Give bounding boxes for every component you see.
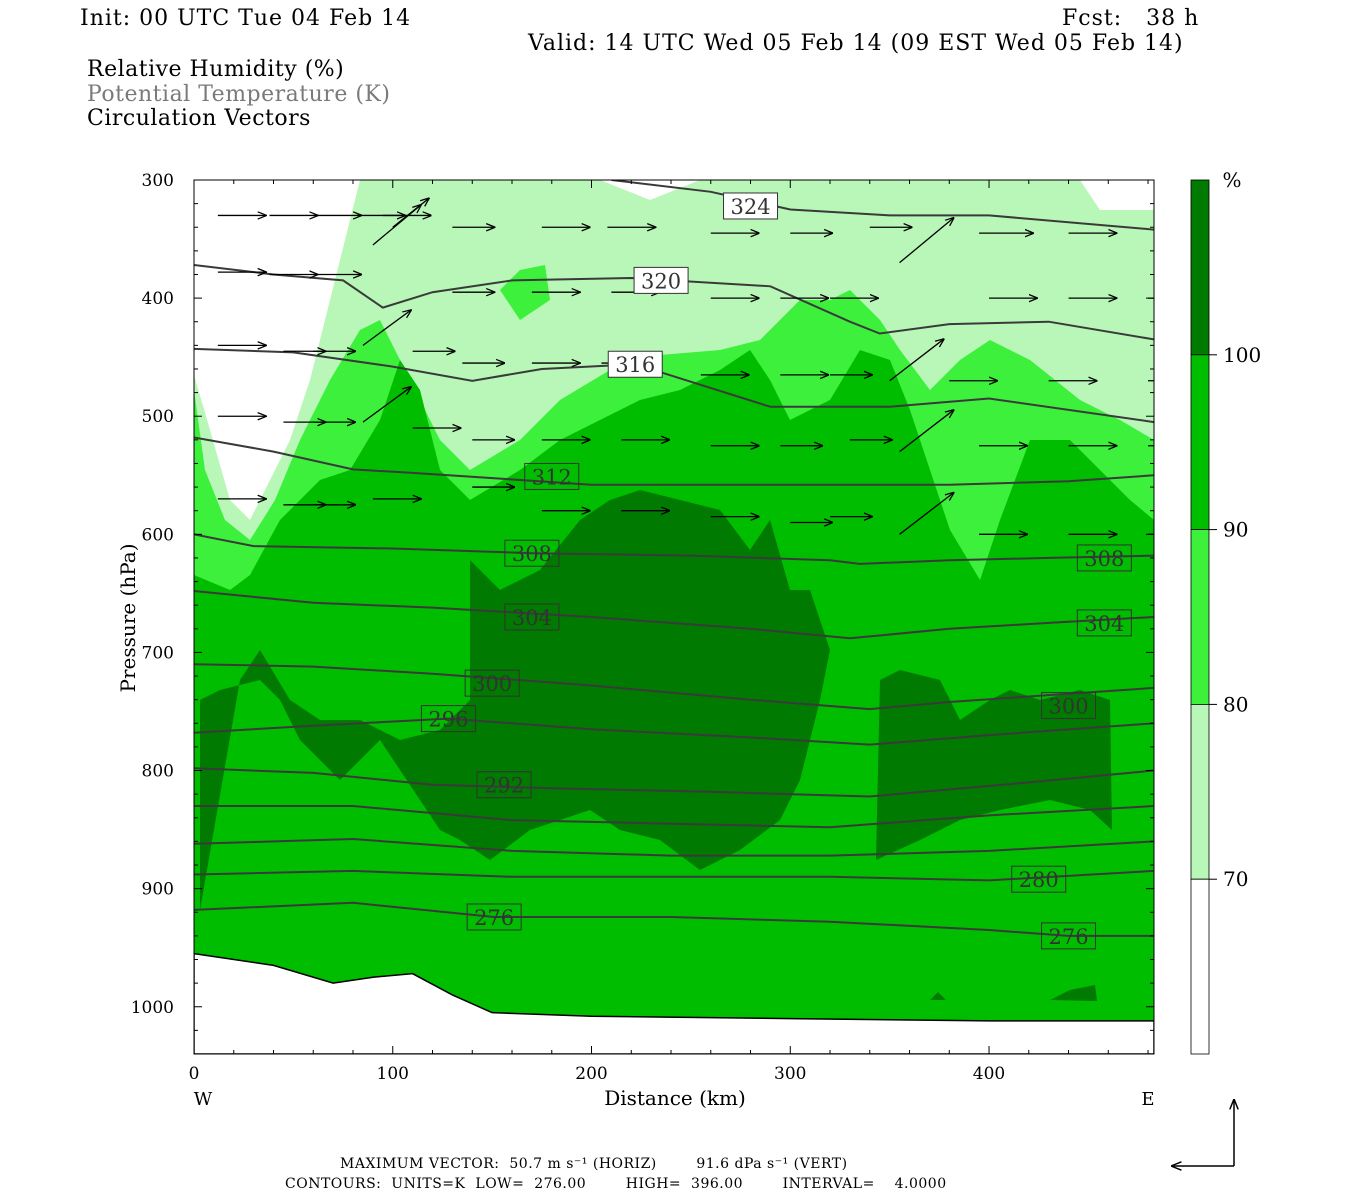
theta-contour-line bbox=[194, 347, 1154, 424]
contour-label-box bbox=[1041, 692, 1097, 720]
contour-label-box bbox=[504, 539, 560, 567]
contour-label-box bbox=[504, 603, 560, 631]
circulation-vector bbox=[899, 410, 954, 453]
theta-contour-line bbox=[611, 180, 1154, 231]
contour-label: 316 bbox=[615, 353, 655, 377]
theta-contour-line bbox=[194, 901, 1154, 937]
colorbar-label: 80 bbox=[1223, 692, 1248, 716]
colorbar-swatch bbox=[1190, 878, 1210, 1055]
theta-contour-line bbox=[194, 869, 1154, 882]
plot-frame bbox=[193, 179, 1155, 1055]
contour-label: 308 bbox=[512, 542, 552, 566]
rh-80-blob bbox=[500, 265, 550, 320]
y-tick-label: 800 bbox=[142, 762, 174, 782]
rh-100-region-east bbox=[876, 670, 1112, 860]
contour-label-box bbox=[466, 903, 522, 931]
contour-label: 280 bbox=[1019, 868, 1059, 892]
east-label: E bbox=[1141, 1089, 1154, 1110]
theta-contour-line bbox=[194, 533, 1154, 565]
contour-label: 292 bbox=[484, 774, 524, 798]
contour-label: 276 bbox=[1048, 925, 1088, 949]
contour-label-box bbox=[1076, 609, 1132, 637]
contour-label-box bbox=[1011, 865, 1067, 893]
theta-contour-line bbox=[194, 264, 1154, 341]
colorbar-unit: % bbox=[1222, 168, 1241, 192]
colorbar-swatch bbox=[1190, 704, 1210, 880]
plot-area bbox=[194, 180, 1154, 1054]
x-tick-label: 400 bbox=[973, 1064, 1005, 1084]
theta-contour-line bbox=[194, 436, 1154, 486]
contour-label: 296 bbox=[428, 708, 468, 732]
circulation-vector bbox=[392, 198, 429, 228]
contour-label: 276 bbox=[474, 906, 514, 930]
init-time: Init: 00 UTC Tue 04 Feb 14 bbox=[80, 6, 412, 31]
colorbar-label: 90 bbox=[1223, 518, 1248, 542]
reference-vector-icon bbox=[1172, 1100, 1234, 1166]
max-vector-note: MAXIMUM VECTOR: 50.7 m s⁻¹ (HORIZ) 91.6 … bbox=[340, 1156, 848, 1172]
theta-contours bbox=[194, 180, 1154, 937]
circulation-vector bbox=[362, 310, 411, 346]
contour-label-box bbox=[524, 462, 580, 490]
colorbar-label: 100 bbox=[1223, 343, 1261, 367]
contour-label-box bbox=[633, 266, 689, 294]
circulation-vector bbox=[889, 339, 944, 382]
contour-label: 300 bbox=[472, 672, 512, 696]
contour-label-box bbox=[420, 705, 476, 733]
contour-label: 324 bbox=[730, 195, 770, 219]
theta-contour-line bbox=[194, 767, 1154, 798]
forecast-hour: Fcst: 38 h bbox=[1062, 6, 1200, 31]
rh-colorbar: 100 90 80 70 bbox=[1190, 179, 1261, 1055]
colorbar-swatch bbox=[1190, 179, 1210, 356]
y-tick-label: 700 bbox=[142, 643, 174, 663]
y-tick-label: 500 bbox=[142, 407, 174, 427]
colorbar-swatch bbox=[1190, 529, 1210, 705]
y-tick-label: 600 bbox=[142, 525, 174, 545]
x-tick-label: 200 bbox=[575, 1064, 607, 1084]
x-tick-label: 0 bbox=[189, 1064, 200, 1084]
field-vectors-title: Circulation Vectors bbox=[87, 106, 311, 131]
y-tick-label: 1000 bbox=[131, 998, 174, 1018]
contour-label-box bbox=[476, 771, 532, 799]
circulation-vector bbox=[899, 218, 954, 264]
contour-label-box bbox=[607, 350, 663, 378]
contour-label: 304 bbox=[512, 606, 552, 630]
rh-100-region-west bbox=[200, 490, 830, 910]
contour-label-box bbox=[1041, 922, 1097, 950]
theta-contour-line bbox=[194, 805, 1154, 829]
y-tick-label: 400 bbox=[142, 289, 174, 309]
contour-label: 300 bbox=[1048, 695, 1088, 719]
contour-label: 312 bbox=[532, 465, 572, 489]
x-tick-label: 100 bbox=[377, 1064, 409, 1084]
contour-label-box bbox=[1076, 544, 1132, 572]
colorbar-label: 70 bbox=[1223, 867, 1248, 891]
field-theta-title: Potential Temperature (K) bbox=[87, 82, 391, 107]
contour-label: 320 bbox=[641, 269, 681, 293]
y-tick-label: 900 bbox=[142, 880, 174, 900]
contour-label-box bbox=[723, 192, 779, 220]
theta-contour-line bbox=[194, 590, 1154, 640]
x-tick-label: 300 bbox=[774, 1064, 806, 1084]
circulation-vector bbox=[362, 387, 411, 423]
contour-label: 304 bbox=[1084, 612, 1124, 636]
y-tick-label: 300 bbox=[142, 171, 174, 191]
circulation-vector bbox=[899, 493, 954, 535]
contour-note: CONTOURS: UNITS=K LOW= 276.00 HIGH= 396.… bbox=[285, 1176, 947, 1192]
contour-label: 308 bbox=[1084, 547, 1124, 571]
axes: 300 400 500 600 700 800 900 1000 0 100 200 300 400 bbox=[131, 171, 1154, 1084]
west-label: W bbox=[194, 1089, 213, 1110]
theta-contour-line bbox=[194, 663, 1154, 711]
rh-100-patch-2 bbox=[930, 992, 946, 1000]
terrain bbox=[194, 952, 1154, 1054]
contour-label-box bbox=[464, 669, 520, 697]
colorbar-swatch bbox=[1190, 354, 1210, 530]
x-axis-label: Distance (km) bbox=[604, 1086, 746, 1110]
theta-contour-line bbox=[194, 837, 1154, 857]
field-rh-title: Relative Humidity (%) bbox=[87, 57, 345, 82]
rh-100-patch bbox=[1050, 985, 1097, 1001]
valid-time: Valid: 14 UTC Wed 05 Feb 14 (09 EST Wed … bbox=[528, 31, 1184, 56]
y-axis-label: Pressure (hPa) bbox=[116, 544, 140, 693]
theta-contour-line bbox=[194, 717, 1154, 746]
